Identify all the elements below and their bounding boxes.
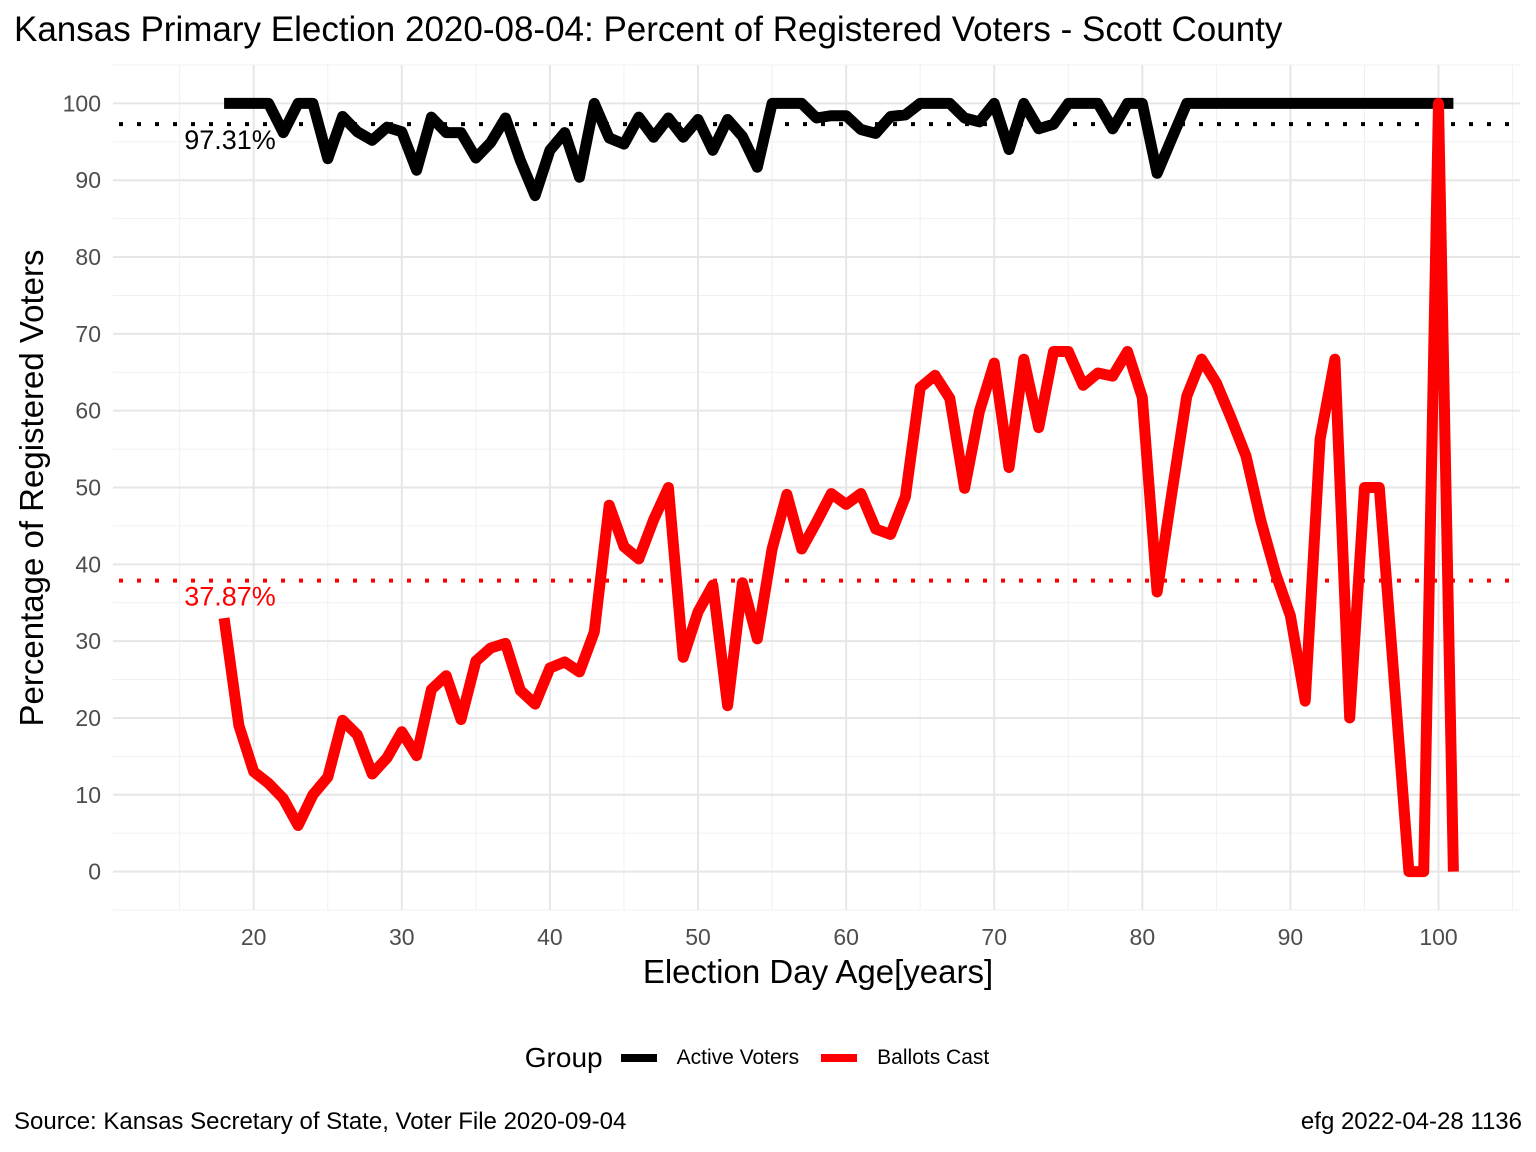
x-tick-label: 20 <box>241 924 267 950</box>
y-tick-label: 100 <box>63 90 101 116</box>
legend: Group Active Voters Ballots Cast <box>0 1042 1536 1074</box>
y-tick-label: 40 <box>75 551 101 577</box>
series-lines <box>218 97 1459 878</box>
x-tick-label: 50 <box>685 924 711 950</box>
x-tick-label: 60 <box>833 924 859 950</box>
y-tick-label: 10 <box>75 782 101 808</box>
source-caption: Source: Kansas Secretary of State, Voter… <box>14 1108 627 1135</box>
x-tick-label: 80 <box>1130 924 1156 950</box>
x-axis-ticks: 20 30 40 50 60 70 80 90 100 <box>241 924 1458 950</box>
author-stamp: efg 2022-04-28 1136 <box>1300 1108 1522 1135</box>
y-tick-label: 50 <box>75 475 101 501</box>
x-tick-label: 30 <box>389 924 415 950</box>
y-tick-label: 60 <box>75 398 101 424</box>
reference-label: 37.87% <box>184 582 276 612</box>
x-tick-label: 40 <box>537 924 563 950</box>
y-axis-ticks: 0 10 20 30 40 50 60 70 80 90 100 <box>63 90 101 884</box>
y-tick-label: 80 <box>75 244 101 270</box>
legend-label-ballots-cast: Ballots Cast <box>877 1046 990 1069</box>
y-tick-label: 70 <box>75 321 101 347</box>
legend-key-active-voters <box>620 1054 657 1062</box>
x-axis-label: Election Day Age[years] <box>642 953 994 990</box>
reference-label: 97.31% <box>184 125 276 155</box>
legend-key-ballots-cast <box>821 1054 858 1062</box>
y-tick-label: 20 <box>75 705 101 731</box>
legend-label-active-voters: Active Voters <box>676 1046 800 1069</box>
series-line-ballots-cast <box>218 97 1459 878</box>
chart-title: Kansas Primary Election 2020-08-04: Perc… <box>14 10 1283 49</box>
y-tick-label: 30 <box>75 628 101 654</box>
x-tick-label: 90 <box>1278 924 1304 950</box>
x-tick-label: 100 <box>1419 924 1457 950</box>
y-axis-label: Percentage of Registered Voters <box>13 249 50 727</box>
y-tick-label: 0 <box>88 859 101 885</box>
x-tick-label: 70 <box>981 924 1007 950</box>
series-line-active-voters <box>224 97 1454 202</box>
reference-labels: 97.31% 37.87% <box>184 125 276 612</box>
legend-title: Group <box>524 1042 603 1073</box>
y-tick-label: 90 <box>75 167 101 193</box>
